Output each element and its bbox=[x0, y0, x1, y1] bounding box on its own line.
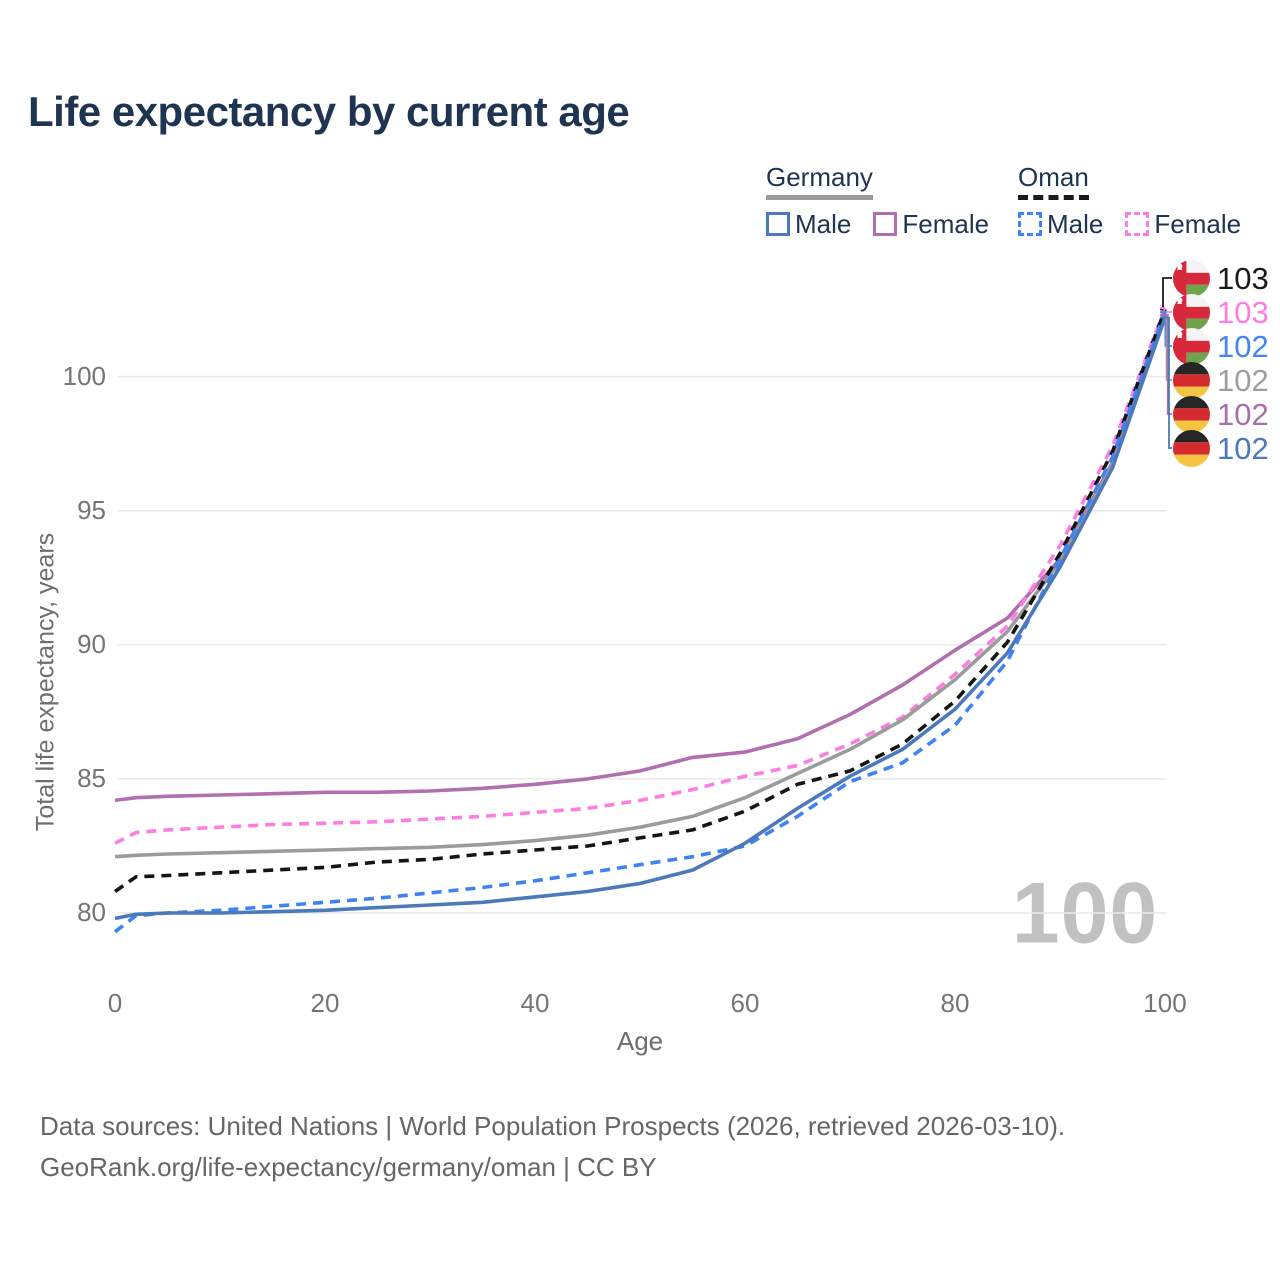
x-axis-title: Age bbox=[616, 1026, 664, 1056]
legend-group-germany: Germany Male Female bbox=[766, 162, 1011, 239]
x-tick-label: 80 bbox=[940, 988, 970, 1018]
legend: Germany Male Female Oman Male bbox=[0, 162, 1280, 242]
y-tick-label: 80 bbox=[77, 897, 106, 927]
germany-female-swatch-icon bbox=[873, 212, 898, 236]
oman-flag-icon bbox=[1173, 327, 1210, 365]
legend-country-oman[interactable]: Oman bbox=[1018, 162, 1089, 200]
oman-flag-icon bbox=[1173, 293, 1210, 331]
legend-item-oman-male[interactable]: Male bbox=[1018, 209, 1103, 239]
y-tick-label: 90 bbox=[77, 628, 106, 659]
series-line-germany-male bbox=[114, 317, 1167, 921]
series-line-oman-total bbox=[113, 308, 1167, 893]
legend-item-label: Male bbox=[795, 209, 852, 239]
x-tick-label: 0 bbox=[107, 988, 123, 1018]
series-line-oman-female bbox=[114, 307, 1167, 845]
end-label-row: 102 bbox=[1173, 361, 1269, 399]
x-tick-label: 40 bbox=[520, 988, 550, 1018]
oman-female-swatch-icon bbox=[1125, 212, 1150, 236]
legend-items-oman: Male Female bbox=[1018, 209, 1263, 239]
footer-data-sources: Data sources: United Nations | World Pop… bbox=[40, 1111, 1066, 1141]
germany-flag-icon bbox=[1173, 395, 1210, 433]
end-label-connector bbox=[1160, 307, 1172, 313]
oman-male-swatch-icon bbox=[1018, 212, 1042, 236]
end-label-row: 102 bbox=[1173, 429, 1269, 467]
y-tick-label: 95 bbox=[77, 494, 106, 525]
legend-items-germany: Male Female bbox=[766, 209, 1011, 239]
x-tick-label: 60 bbox=[730, 988, 760, 1018]
series-line-germany-female bbox=[114, 314, 1167, 803]
end-label-value: 102 bbox=[1217, 396, 1269, 432]
end-label-value: 102 bbox=[1217, 430, 1269, 466]
end-label-value: 102 bbox=[1217, 328, 1269, 364]
footer-attribution: GeoRank.org/life-expectancy/germany/oman… bbox=[40, 1152, 657, 1182]
x-tick-label: 100 bbox=[1143, 988, 1187, 1018]
end-label-row: 102 bbox=[1173, 395, 1269, 433]
x-tick-label: 20 bbox=[310, 988, 340, 1018]
legend-country-germany[interactable]: Germany bbox=[766, 162, 873, 200]
series-line-germany-total bbox=[114, 314, 1167, 859]
oman-flag-icon bbox=[1173, 259, 1210, 297]
y-tick-label: 100 bbox=[62, 360, 106, 391]
end-label-connector bbox=[1160, 316, 1172, 449]
legend-item-label: Male bbox=[1047, 209, 1104, 239]
legend-item-label: Female bbox=[1154, 209, 1242, 239]
end-label-connector bbox=[1160, 277, 1172, 311]
series-line-oman-male bbox=[113, 311, 1167, 934]
legend-group-oman: Oman Male Female bbox=[1018, 162, 1263, 239]
footer: Data sources: United Nations | World Pop… bbox=[40, 1106, 1065, 1188]
germany-flag-icon bbox=[1173, 429, 1210, 467]
end-label-value: 103 bbox=[1217, 260, 1269, 296]
y-tick-label: 85 bbox=[77, 762, 106, 793]
end-label-value: 102 bbox=[1217, 362, 1269, 398]
germany-male-swatch-icon bbox=[766, 212, 790, 236]
end-label-row: 103 bbox=[1173, 293, 1269, 331]
end-label-value: 103 bbox=[1217, 294, 1269, 330]
page-title: Life expectancy by current age bbox=[28, 88, 630, 135]
legend-item-germany-male[interactable]: Male bbox=[766, 209, 851, 239]
end-label-row: 102 bbox=[1173, 327, 1269, 365]
legend-item-germany-female[interactable]: Female bbox=[873, 209, 989, 239]
legend-item-label: Female bbox=[902, 209, 990, 239]
germany-flag-icon bbox=[1173, 361, 1210, 399]
end-label-row: 103 bbox=[1173, 259, 1269, 297]
legend-item-oman-female[interactable]: Female bbox=[1125, 209, 1241, 239]
